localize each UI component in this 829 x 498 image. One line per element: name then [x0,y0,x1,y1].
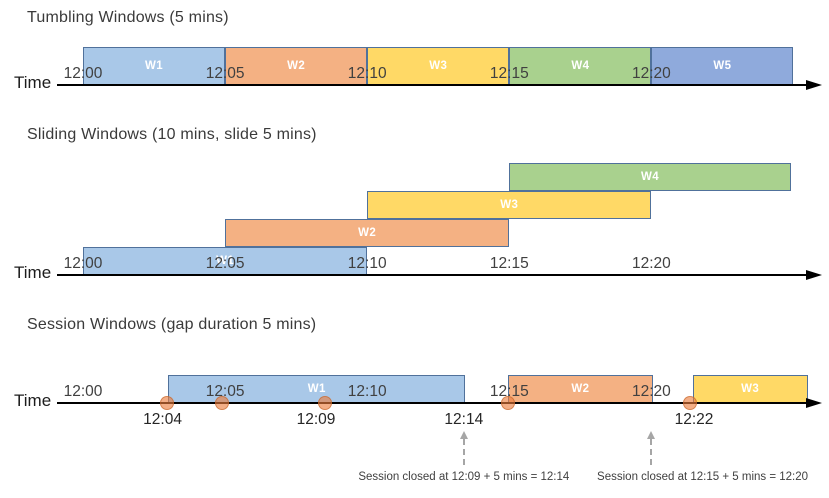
window-w1: W1 [83,47,226,85]
tick-label: 12:00 [63,255,103,272]
window-label: W5 [713,60,732,72]
tick-label: 12:05 [205,255,245,272]
window-w4: W4 [509,163,791,191]
dashed-arrow-line [650,439,653,465]
window-w1: W1 [83,247,368,275]
window-label: W4 [571,60,590,72]
window-label: W3 [741,383,760,395]
diagram-title: Tumbling Windows (5 mins) [27,9,229,26]
event-dot [215,396,230,410]
window-label: W4 [640,171,659,183]
event-dot [317,396,332,410]
tick-label: 12:00 [63,65,103,82]
tick-label: 12:20 [631,255,671,272]
session-close-annotation: Session closed at 12:09 + 5 mins = 12:14 [358,471,570,483]
window-label: W3 [429,60,448,72]
window-label: W1 [216,255,235,267]
window-w5: W5 [651,47,794,85]
event-dot [159,396,174,410]
time-axis [57,274,808,276]
event-dot [682,396,697,410]
window-w2: W2 [507,375,653,403]
window-w3: W3 [692,375,808,403]
diagram-title: Sliding Windows (10 mins, slide 5 mins) [27,126,317,143]
window-w3: W3 [367,191,652,219]
dashed-arrow-line [462,439,465,465]
tick-label: 12:05 [205,65,245,82]
axis-arrowhead-icon [806,398,822,408]
tick-label: 12:00 [63,383,103,400]
time-axis-label: Time [14,263,52,282]
tick-label: 12:15 [489,255,529,272]
diagram-title: Session Windows (gap duration 5 mins) [27,316,317,333]
window-w4: W4 [509,47,652,85]
window-label: W1 [145,60,164,72]
tick-label: 12:15 [489,65,529,82]
axis-arrowhead-icon [806,270,822,280]
tick-label: 12:10 [347,65,387,82]
window-label: W2 [358,227,377,239]
dashed-up-arrow-icon [459,431,468,439]
event-time-label: 12:14 [444,411,484,428]
window-w3: W3 [367,47,510,85]
window-label: W2 [571,383,590,395]
tick-label: 12:10 [347,383,387,400]
time-axis-label: Time [14,391,52,410]
window-w2: W2 [225,219,510,247]
time-axis [57,84,808,86]
event-dot [500,396,515,410]
session-close-annotation: Session closed at 12:15 + 5 mins = 12:20 [597,471,809,483]
tick-label: 12:20 [631,65,671,82]
tick-label: 12:05 [205,383,245,400]
dashed-up-arrow-icon [647,431,656,439]
event-time-label: 12:22 [674,411,714,428]
window-label: W2 [287,60,306,72]
time-axis [57,402,808,404]
event-time-label: 12:04 [143,411,182,428]
axis-arrowhead-icon [806,80,822,90]
window-w2: W2 [225,47,368,85]
event-time-label: 12:09 [296,411,336,428]
tick-label: 12:20 [631,383,671,400]
window-label: W1 [307,383,326,395]
time-axis-label: Time [14,73,52,92]
tick-label: 12:10 [347,255,387,272]
window-label: W3 [500,199,519,211]
tick-label: 12:15 [489,383,529,400]
